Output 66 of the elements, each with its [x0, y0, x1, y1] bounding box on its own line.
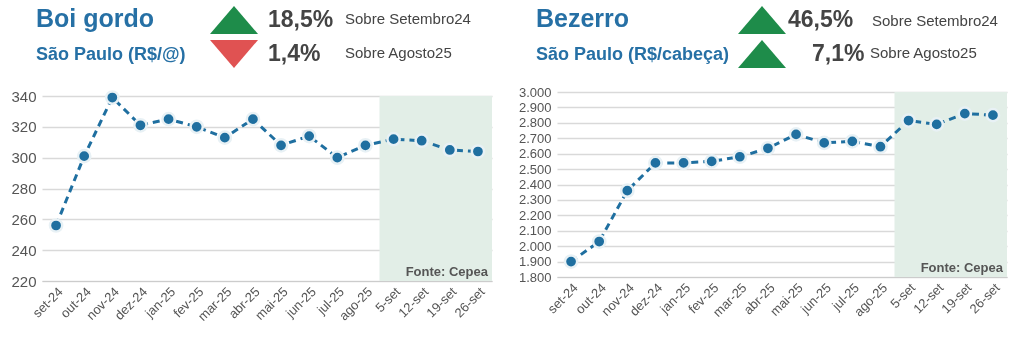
y-tick-label: 2.000 [518, 238, 552, 254]
point [704, 154, 720, 169]
point [957, 106, 973, 121]
point [788, 127, 804, 142]
chart-subtitle: São Paulo (R$/cabeça) [536, 44, 730, 65]
point [329, 150, 345, 166]
chart-title: Boi gordo [36, 4, 155, 33]
point [985, 107, 1001, 123]
point [929, 117, 945, 132]
point [217, 130, 233, 145]
y-tick-label: 1.800 [518, 269, 552, 285]
point [901, 113, 916, 128]
y-tick-label: 2.300 [518, 192, 552, 208]
point [358, 137, 373, 153]
y-tick-label: 260 [11, 210, 37, 228]
point [732, 149, 748, 165]
text: Sobre Setembro24 [872, 12, 998, 29]
point [760, 140, 776, 156]
point [873, 139, 888, 155]
y-tick-label: 240 [11, 241, 37, 259]
text: 7,1% [812, 40, 865, 67]
y-tick-label: 220 [11, 272, 37, 290]
point [76, 148, 92, 164]
y-tick-label: 1.900 [518, 254, 552, 270]
point [161, 111, 176, 127]
point [563, 254, 579, 269]
y-tick-label: 3.000 [518, 84, 552, 100]
y-tick-label: 2.800 [518, 115, 552, 131]
y-tick-label: 320 [11, 118, 37, 136]
y-tick-label: 2.100 [518, 223, 552, 239]
text: 1,4% [268, 40, 321, 67]
y-tick-label: 2.900 [518, 99, 552, 115]
annotation: Fonte: Cepea [920, 260, 1004, 275]
y-tick-label: 2.400 [518, 177, 552, 192]
y-tick-label: 2.600 [518, 146, 552, 162]
point [619, 183, 635, 199]
point [648, 155, 663, 171]
annotation: Fonte: Cepea [405, 264, 489, 279]
point [844, 133, 860, 149]
y-tick-label: 300 [11, 149, 37, 167]
point [470, 144, 486, 159]
y-tick-label: 2.200 [518, 207, 552, 223]
point [442, 142, 458, 158]
point [48, 218, 64, 233]
point [104, 90, 120, 105]
chart-title: Bezerro [536, 4, 630, 33]
point [189, 119, 205, 135]
text: Sobre Agosto25 [345, 44, 452, 61]
y-tick-label: 2.700 [518, 130, 552, 146]
text: Sobre Setembro24 [345, 10, 471, 27]
point [245, 111, 261, 127]
text: Sobre Agosto25 [870, 44, 977, 61]
text: 46,5% [788, 6, 854, 33]
point [133, 117, 148, 133]
chart-subtitle: São Paulo (R$/@) [36, 44, 186, 65]
point [386, 131, 401, 147]
point [273, 137, 289, 153]
point [301, 128, 317, 144]
point [414, 133, 430, 149]
point [676, 155, 691, 171]
point [816, 135, 832, 151]
y-tick-label: 280 [11, 180, 37, 197]
text: 18,5% [268, 6, 334, 33]
point [591, 234, 607, 249]
y-tick-label: 340 [11, 87, 37, 105]
y-tick-label: 2.500 [518, 161, 552, 177]
